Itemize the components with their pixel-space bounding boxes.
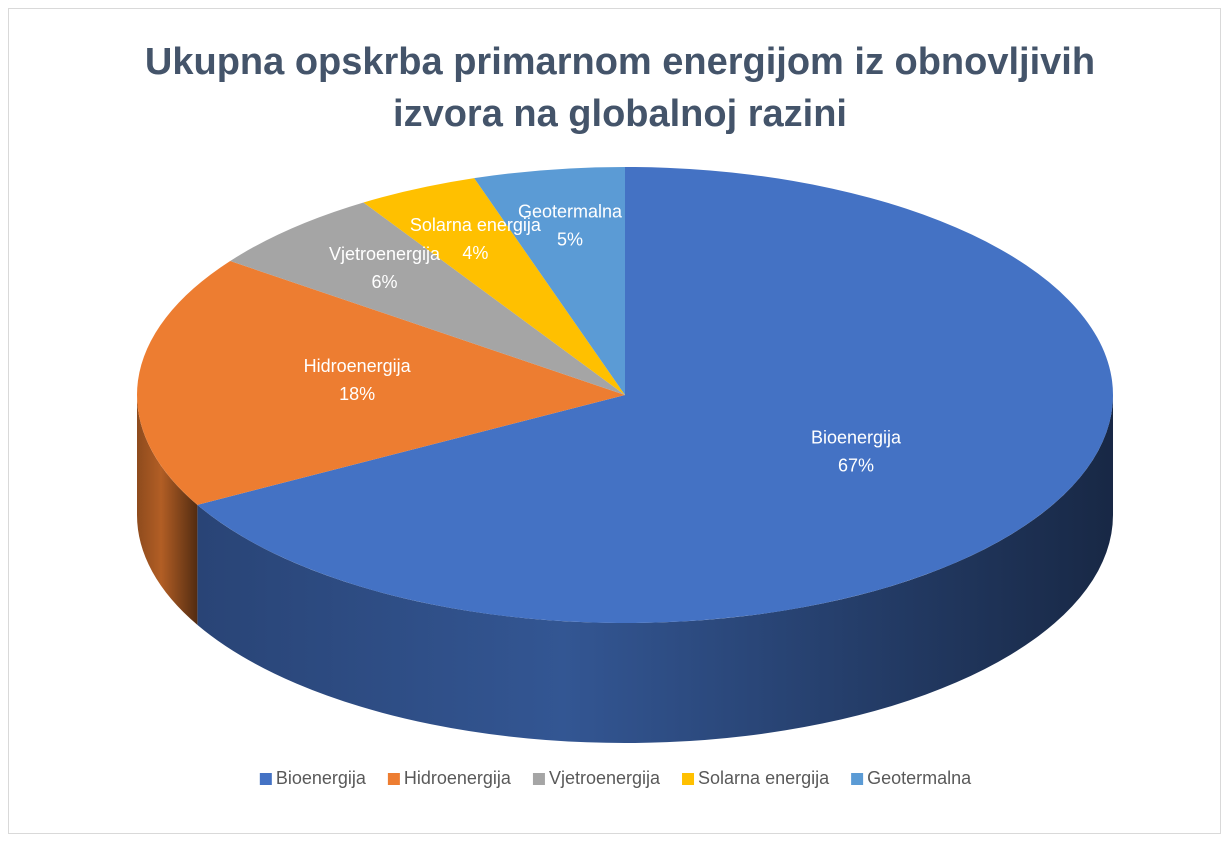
data-label-value: 67% <box>838 456 874 476</box>
slice <box>197 167 1114 623</box>
data-label-name: Vjetroenergija <box>329 244 441 264</box>
legend-swatch <box>682 773 695 785</box>
legend-label: Vjetroenergija <box>549 768 661 788</box>
slice <box>136 260 625 505</box>
legend-label: Geotermalna <box>867 768 972 788</box>
slice-side <box>137 395 198 625</box>
legend-label: Solarna energija <box>698 768 830 788</box>
legend-swatch <box>259 773 272 785</box>
legend-label: Hidroenergija <box>404 768 512 788</box>
legend-swatch <box>387 773 400 785</box>
data-label-name: Hidroenergija <box>304 356 412 376</box>
data-label-name: Solarna energija <box>410 215 542 235</box>
legend-label: Bioenergija <box>276 768 367 788</box>
slice <box>474 167 625 395</box>
legend: Bioenergija Hidroenergija Vjetroenergija So… <box>259 768 972 788</box>
data-label-value: 5% <box>557 230 583 250</box>
legend-swatch <box>532 773 545 785</box>
data-label-name: Bioenergija <box>811 428 902 448</box>
chart-frame <box>8 8 1221 834</box>
chart-title: Ukupna opskrba primarnom energijom iz ob… <box>144 41 1096 135</box>
slice-side <box>197 395 1114 743</box>
slice <box>363 178 625 395</box>
legend-swatch <box>851 773 864 785</box>
slice <box>230 202 625 395</box>
data-label-value: 4% <box>462 243 488 263</box>
data-label-value: 18% <box>339 384 375 404</box>
data-label-value: 6% <box>371 272 397 292</box>
data-label-name: Geotermalna <box>518 202 623 222</box>
